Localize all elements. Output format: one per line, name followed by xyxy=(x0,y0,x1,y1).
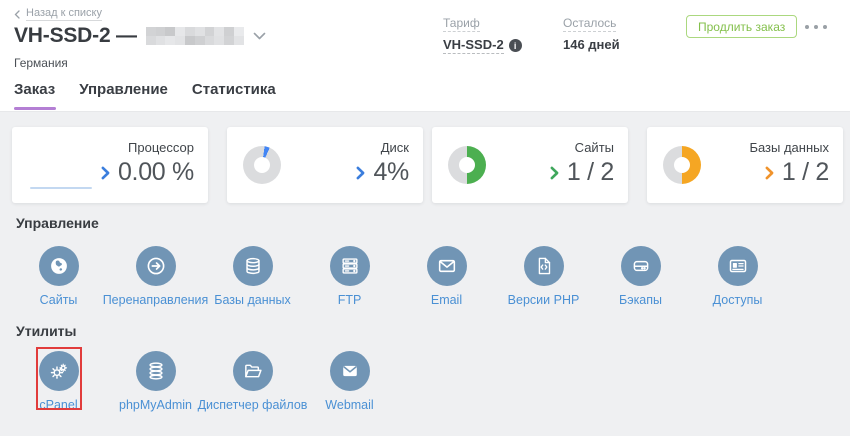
cpu-card[interactable]: Процессор 0.00 % xyxy=(12,127,208,203)
info-icon[interactable]: i xyxy=(508,39,522,52)
redirect-arrow-icon[interactable] xyxy=(135,246,176,286)
item-label[interactable]: Версии PHP xyxy=(507,293,580,307)
chevron-right-icon xyxy=(765,166,774,180)
utilities-items: cPanel phpMyAdmin Диспетчер файлов xyxy=(10,351,398,412)
tab-bar: Заказ Управление Статистика xyxy=(14,81,276,98)
management-item-ftp[interactable]: FTP xyxy=(301,246,398,307)
chevron-right-icon xyxy=(101,166,110,180)
tariff-block: Тариф VH-SSD-2 i xyxy=(443,14,522,54)
item-label[interactable]: phpMyAdmin xyxy=(119,398,192,412)
remaining-block: Осталось 146 дней xyxy=(563,14,620,52)
server-stack-icon[interactable] xyxy=(329,246,370,286)
disk-donut-chart xyxy=(243,146,281,184)
item-label[interactable]: FTP xyxy=(337,293,362,307)
title-row: VH-SSD-2 — xyxy=(14,24,266,48)
disk-card-value: 4% xyxy=(373,158,409,186)
item-label[interactable]: Доступы xyxy=(712,293,763,307)
back-link-label[interactable]: Назад к списку xyxy=(26,7,102,21)
back-to-list-link[interactable]: Назад к списку xyxy=(14,7,102,21)
cpu-card-value: 0.00 % xyxy=(117,158,194,186)
databases-donut-chart xyxy=(663,146,701,184)
backup-drive-icon[interactable] xyxy=(620,246,661,286)
sites-card-value: 1 / 2 xyxy=(566,158,614,186)
envelope-icon[interactable] xyxy=(426,246,467,286)
tab-statistics[interactable]: Статистика xyxy=(191,81,276,98)
renew-order-button[interactable]: Продлить заказ xyxy=(686,15,798,38)
database-stack-icon[interactable] xyxy=(135,351,176,391)
remaining-value: 146 дней xyxy=(563,37,620,52)
databases-card-label: Базы данных xyxy=(749,140,829,155)
utility-item-webmail[interactable]: Webmail xyxy=(301,351,398,412)
management-item-php-versions[interactable]: Версии PHP xyxy=(495,246,592,307)
item-label[interactable]: cPanel xyxy=(39,398,78,412)
item-label[interactable]: Webmail xyxy=(325,398,374,412)
tab-order[interactable]: Заказ xyxy=(14,81,56,98)
more-actions-menu[interactable] xyxy=(805,25,827,29)
chevron-left-icon xyxy=(14,9,20,19)
management-item-email[interactable]: Email xyxy=(398,246,495,307)
open-folder-icon[interactable] xyxy=(232,351,273,391)
sites-card[interactable]: Сайты 1 / 2 xyxy=(432,127,628,203)
management-item-redirects[interactable]: Перенаправления xyxy=(103,246,208,307)
active-tab-underline xyxy=(14,107,56,110)
utility-item-file-manager[interactable]: Диспетчер файлов xyxy=(198,351,307,412)
management-section-title: Управление xyxy=(16,215,99,231)
databases-card[interactable]: Базы данных 1 / 2 xyxy=(647,127,843,203)
globe-icon[interactable] xyxy=(38,246,79,286)
utility-item-phpmyadmin[interactable]: phpMyAdmin xyxy=(107,351,204,412)
management-item-access[interactable]: Доступы xyxy=(689,246,786,307)
cpanel-gears-icon[interactable] xyxy=(38,351,79,391)
item-label[interactable]: Базы данных xyxy=(214,293,291,307)
database-cylinder-icon[interactable] xyxy=(232,246,273,286)
item-label[interactable]: Email xyxy=(430,293,463,307)
tariff-label: Тариф xyxy=(443,16,480,32)
utility-item-cpanel[interactable]: cPanel xyxy=(10,351,107,412)
item-label[interactable]: Бэкапы xyxy=(618,293,663,307)
databases-card-value: 1 / 2 xyxy=(781,158,829,186)
disk-card-label: Диск xyxy=(380,140,409,155)
tab-management[interactable]: Управление xyxy=(79,81,168,98)
management-item-backups[interactable]: Бэкапы xyxy=(592,246,689,307)
disk-card[interactable]: Диск 4% xyxy=(227,127,423,203)
id-card-icon[interactable] xyxy=(717,246,758,286)
utilities-section-title: Утилиты xyxy=(16,323,77,339)
sites-card-label: Сайты xyxy=(574,140,614,155)
page-title: VH-SSD-2 — xyxy=(14,24,137,47)
remaining-label: Осталось xyxy=(563,16,617,32)
php-file-icon[interactable] xyxy=(523,246,564,286)
tariff-value[interactable]: VH-SSD-2 xyxy=(443,37,504,54)
chevron-right-icon xyxy=(356,166,365,180)
management-item-sites[interactable]: Сайты xyxy=(10,246,107,307)
redacted-domain xyxy=(145,27,244,45)
sites-donut-chart xyxy=(448,146,486,184)
server-location: Германия xyxy=(14,56,68,70)
header: Назад к списку VH-SSD-2 — Германия Заказ… xyxy=(0,0,850,112)
item-label[interactable]: Перенаправления xyxy=(102,293,209,307)
cpu-sparkline xyxy=(30,187,92,189)
chevron-right-icon xyxy=(550,166,559,180)
management-item-databases[interactable]: Базы данных xyxy=(204,246,301,307)
envelope-filled-icon[interactable] xyxy=(329,351,370,391)
chevron-down-icon[interactable] xyxy=(253,32,266,40)
item-label[interactable]: Сайты xyxy=(39,293,78,307)
management-items: Сайты Перенаправления Баз xyxy=(10,246,786,307)
item-label[interactable]: Диспетчер файлов xyxy=(197,398,308,412)
cpu-card-label: Процессор xyxy=(128,140,194,155)
